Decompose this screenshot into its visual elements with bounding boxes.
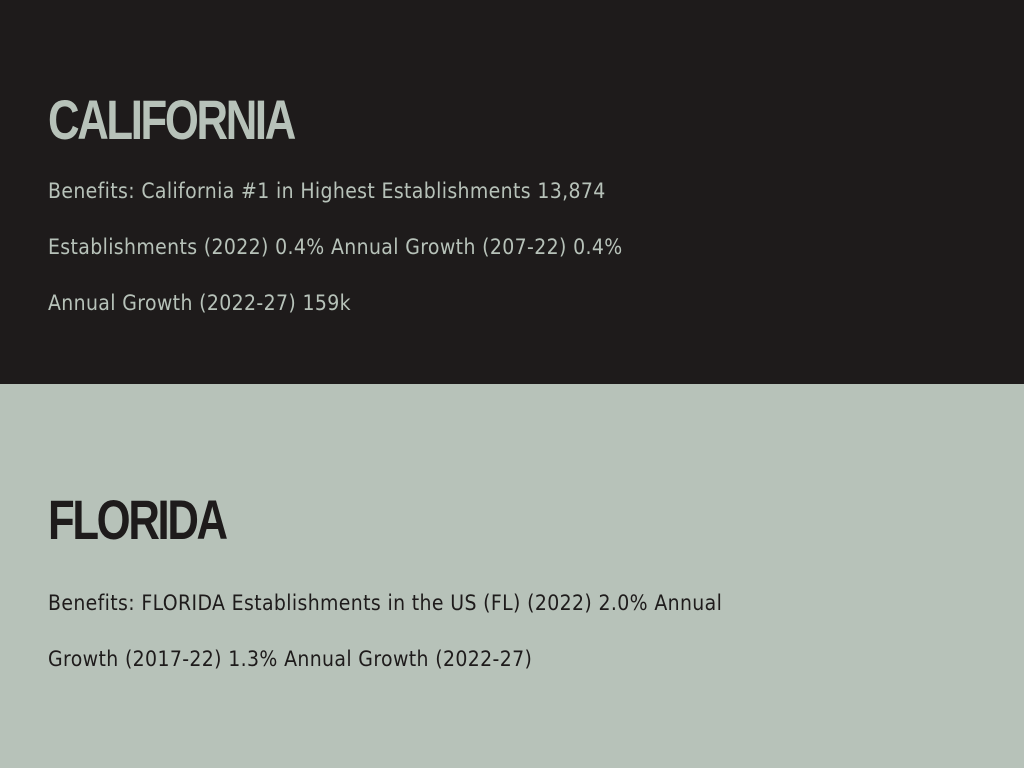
california-benefits-line-2: Establishments (2022) 0.4% Annual Growth… (48, 235, 623, 259)
florida-heading: FLORIDA (48, 488, 228, 551)
california-benefits-text: Benefits: California #1 in Highest Estab… (48, 163, 840, 331)
florida-benefits-text: Benefits: FLORIDA Establishments in the … (48, 575, 840, 687)
california-section: CALIFORNIA Benefits: California #1 in Hi… (0, 0, 1024, 384)
california-benefits-line-3: Annual Growth (2022-27) 159k (48, 291, 351, 315)
california-benefits-line-1: Benefits: California #1 in Highest Estab… (48, 179, 606, 203)
florida-benefits-line-2: Growth (2017-22) 1.3% Annual Growth (202… (48, 647, 533, 671)
florida-benefits-line-1: Benefits: FLORIDA Establishments in the … (48, 591, 723, 615)
california-heading: CALIFORNIA (48, 88, 296, 151)
florida-section: FLORIDA Benefits: FLORIDA Establishments… (0, 384, 1024, 768)
